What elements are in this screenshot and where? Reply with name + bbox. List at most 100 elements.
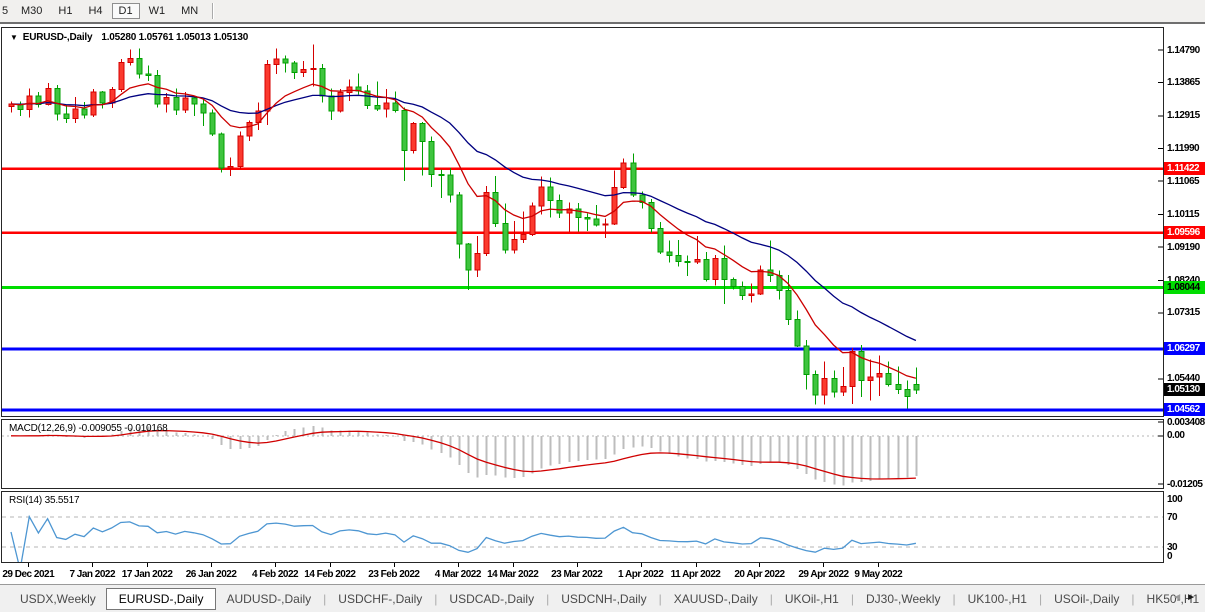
date-axis-label: 11 Apr 2022 xyxy=(670,569,721,580)
date-axis-label: 23 Mar 2022 xyxy=(551,569,603,580)
date-axis-label: 17 Jan 2022 xyxy=(121,569,173,580)
date-tick xyxy=(512,563,514,567)
tab-separator: | xyxy=(850,591,854,606)
rsi-canvas[interactable] xyxy=(2,492,1163,562)
date-tick xyxy=(329,563,331,567)
chart-dropdown-icon: ▼ xyxy=(10,33,18,42)
chart-tab-xauusd-daily[interactable]: XAUUSD-,Daily xyxy=(673,591,758,606)
chart-tab-hk50-h1[interactable]: HK50-,H1 xyxy=(1146,591,1200,606)
toolbar-separator xyxy=(212,3,215,19)
price-level-badge: 1.06297 xyxy=(1164,342,1205,356)
timeframe-toolbar: 5 M30 H1 H4 D1 W1 MN xyxy=(0,0,1205,24)
chart-tab-usdcad-daily[interactable]: USDCAD-,Daily xyxy=(449,591,535,606)
tab-separator: | xyxy=(769,591,773,606)
date-axis-label: 4 Feb 2022 xyxy=(251,569,299,580)
macd-indicator-panel[interactable]: MACD(12,26,9) -0.009055 -0.010168 xyxy=(1,419,1164,489)
date-axis-label: 29 Apr 2022 xyxy=(798,569,849,580)
date-tick xyxy=(759,563,761,567)
price-axis-label: 1.11990 xyxy=(1167,143,1200,155)
price-axis-label: 1.12915 xyxy=(1167,110,1200,122)
price-axis[interactable]: 1.14790 1.13865 1.12915 1.11990 1.11065 1.101… xyxy=(1164,27,1205,563)
date-axis-label: 4 Mar 2022 xyxy=(434,569,482,580)
price-level-badge: 1.08044 xyxy=(1164,280,1205,294)
timeframe-button-5[interactable]: 5 xyxy=(2,5,9,17)
date-tick xyxy=(878,563,880,567)
date-axis-label: 26 Jan 2022 xyxy=(185,569,237,580)
tab-scroll-left-icon[interactable]: ◄ xyxy=(1172,592,1187,603)
tab-scroll-arrows: ◄► xyxy=(1172,592,1200,603)
date-axis-label: 23 Feb 2022 xyxy=(368,569,420,580)
rsi-axis-label: 30 xyxy=(1167,541,1178,553)
chart-title: ▼ EURUSD-,Daily 1.05280 1.05761 1.05013 1.… xyxy=(10,32,248,43)
date-axis-label: 20 Apr 2022 xyxy=(734,569,785,580)
tab-separator: | xyxy=(658,591,662,606)
chart-ohlc-values: 1.05280 1.05761 1.05013 1.05130 xyxy=(101,32,249,43)
tab-separator: | xyxy=(546,591,550,606)
tab-separator: | xyxy=(1038,591,1043,606)
date-tick xyxy=(393,563,395,567)
date-tick xyxy=(823,563,825,567)
price-axis-label: 1.05440 xyxy=(1167,373,1200,385)
tab-separator: | xyxy=(434,591,438,606)
chart-tab-bar: USDX,Weekly EURUSD-,Daily AUDUSD-,Daily | US… xyxy=(0,584,1205,612)
date-tick xyxy=(457,563,459,567)
price-level-badge: 1.09596 xyxy=(1164,226,1205,240)
date-tick xyxy=(28,563,30,567)
timeframe-button-D1[interactable]: D1 xyxy=(111,3,140,19)
chart-tab-uk100-h1[interactable]: UK100-,H1 xyxy=(967,591,1027,606)
date-axis-label: 1 Apr 2022 xyxy=(618,569,664,580)
macd-axis-label: 0.00 xyxy=(1167,430,1185,442)
rsi-axis-label: 70 xyxy=(1167,511,1178,523)
chart-tab-audusd-daily[interactable]: AUDUSD-,Daily xyxy=(226,591,312,606)
tab-separator: | xyxy=(323,591,327,606)
date-axis-label: 14 Mar 2022 xyxy=(487,569,539,580)
timeframe-button-W1[interactable]: W1 xyxy=(148,5,166,17)
price-level-badge: 1.04562 xyxy=(1164,403,1205,417)
macd-canvas[interactable] xyxy=(2,420,1163,488)
price-level-badge: 1.11422 xyxy=(1164,162,1205,175)
price-axis-label: 1.08240 xyxy=(1167,275,1200,286)
macd-label: MACD(12,26,9) -0.009055 -0.010168 xyxy=(9,423,168,434)
chart-tab-eurusd-daily[interactable]: EURUSD-,Daily xyxy=(105,587,217,610)
price-axis-label: 1.13865 xyxy=(1167,77,1200,89)
chart-tab-usdchf-daily[interactable]: USDCHF-,Daily xyxy=(338,591,423,606)
price-chart-canvas[interactable] xyxy=(2,28,1163,416)
chart-tab-usdx-weekly[interactable]: USDX,Weekly xyxy=(20,591,96,606)
date-tick xyxy=(576,563,578,567)
rsi-axis-label: 0 xyxy=(1167,551,1173,562)
timeframe-button-H4[interactable]: H4 xyxy=(88,5,103,17)
timeframe-button-MN[interactable]: MN xyxy=(181,5,199,17)
date-tick xyxy=(695,563,697,567)
macd-axis-label: -0.01205 xyxy=(1167,478,1203,490)
tab-scroll-right-icon[interactable]: ► xyxy=(1186,592,1200,603)
price-axis-label: 1.10115 xyxy=(1167,208,1200,220)
date-tick xyxy=(147,563,149,567)
price-axis-label: 1.07315 xyxy=(1167,307,1200,319)
chart-tab-dj30-weekly[interactable]: DJ30-,Weekly xyxy=(865,591,941,606)
price-axis-label: 1.09190 xyxy=(1167,241,1200,253)
timeframe-button-H1[interactable]: H1 xyxy=(58,5,73,17)
price-axis-label: 1.11065 xyxy=(1167,175,1200,187)
date-axis-label: 14 Feb 2022 xyxy=(304,569,356,580)
date-axis-label: 9 May 2022 xyxy=(854,569,903,580)
date-tick xyxy=(640,563,642,567)
current-price-badge: 1.05130 xyxy=(1164,383,1205,397)
date-tick xyxy=(275,563,277,567)
rsi-indicator-panel[interactable]: RSI(14) 35.5517 xyxy=(1,491,1164,563)
rsi-axis-label: 100 xyxy=(1167,494,1183,505)
date-axis-label: 7 Jan 2022 xyxy=(69,569,116,580)
date-axis[interactable]: 29 Dec 2021 7 Jan 2022 17 Jan 2022 26 Jan 2… xyxy=(1,563,1164,584)
price-chart-panel[interactable]: ▼ EURUSD-,Daily 1.05280 1.05761 1.05013 1.… xyxy=(1,27,1164,417)
date-axis-label: 29 Dec 2021 xyxy=(2,569,55,580)
tab-separator: | xyxy=(1131,591,1135,606)
date-tick xyxy=(211,563,213,567)
timeframe-button-M30[interactable]: M30 xyxy=(21,5,43,17)
chart-tab-ukoil-h1[interactable]: UKOil-,H1 xyxy=(784,591,839,606)
rsi-label: RSI(14) 35.5517 xyxy=(9,495,80,506)
date-tick xyxy=(92,563,94,567)
chart-tab-usdcnh-daily[interactable]: USDCNH-,Daily xyxy=(561,591,647,606)
chart-tab-usoil-daily[interactable]: USOil-,Daily xyxy=(1054,591,1120,606)
chart-symbol-period: EURUSD-,Daily xyxy=(22,32,93,43)
macd-axis-label: 0.003408 xyxy=(1167,416,1205,428)
